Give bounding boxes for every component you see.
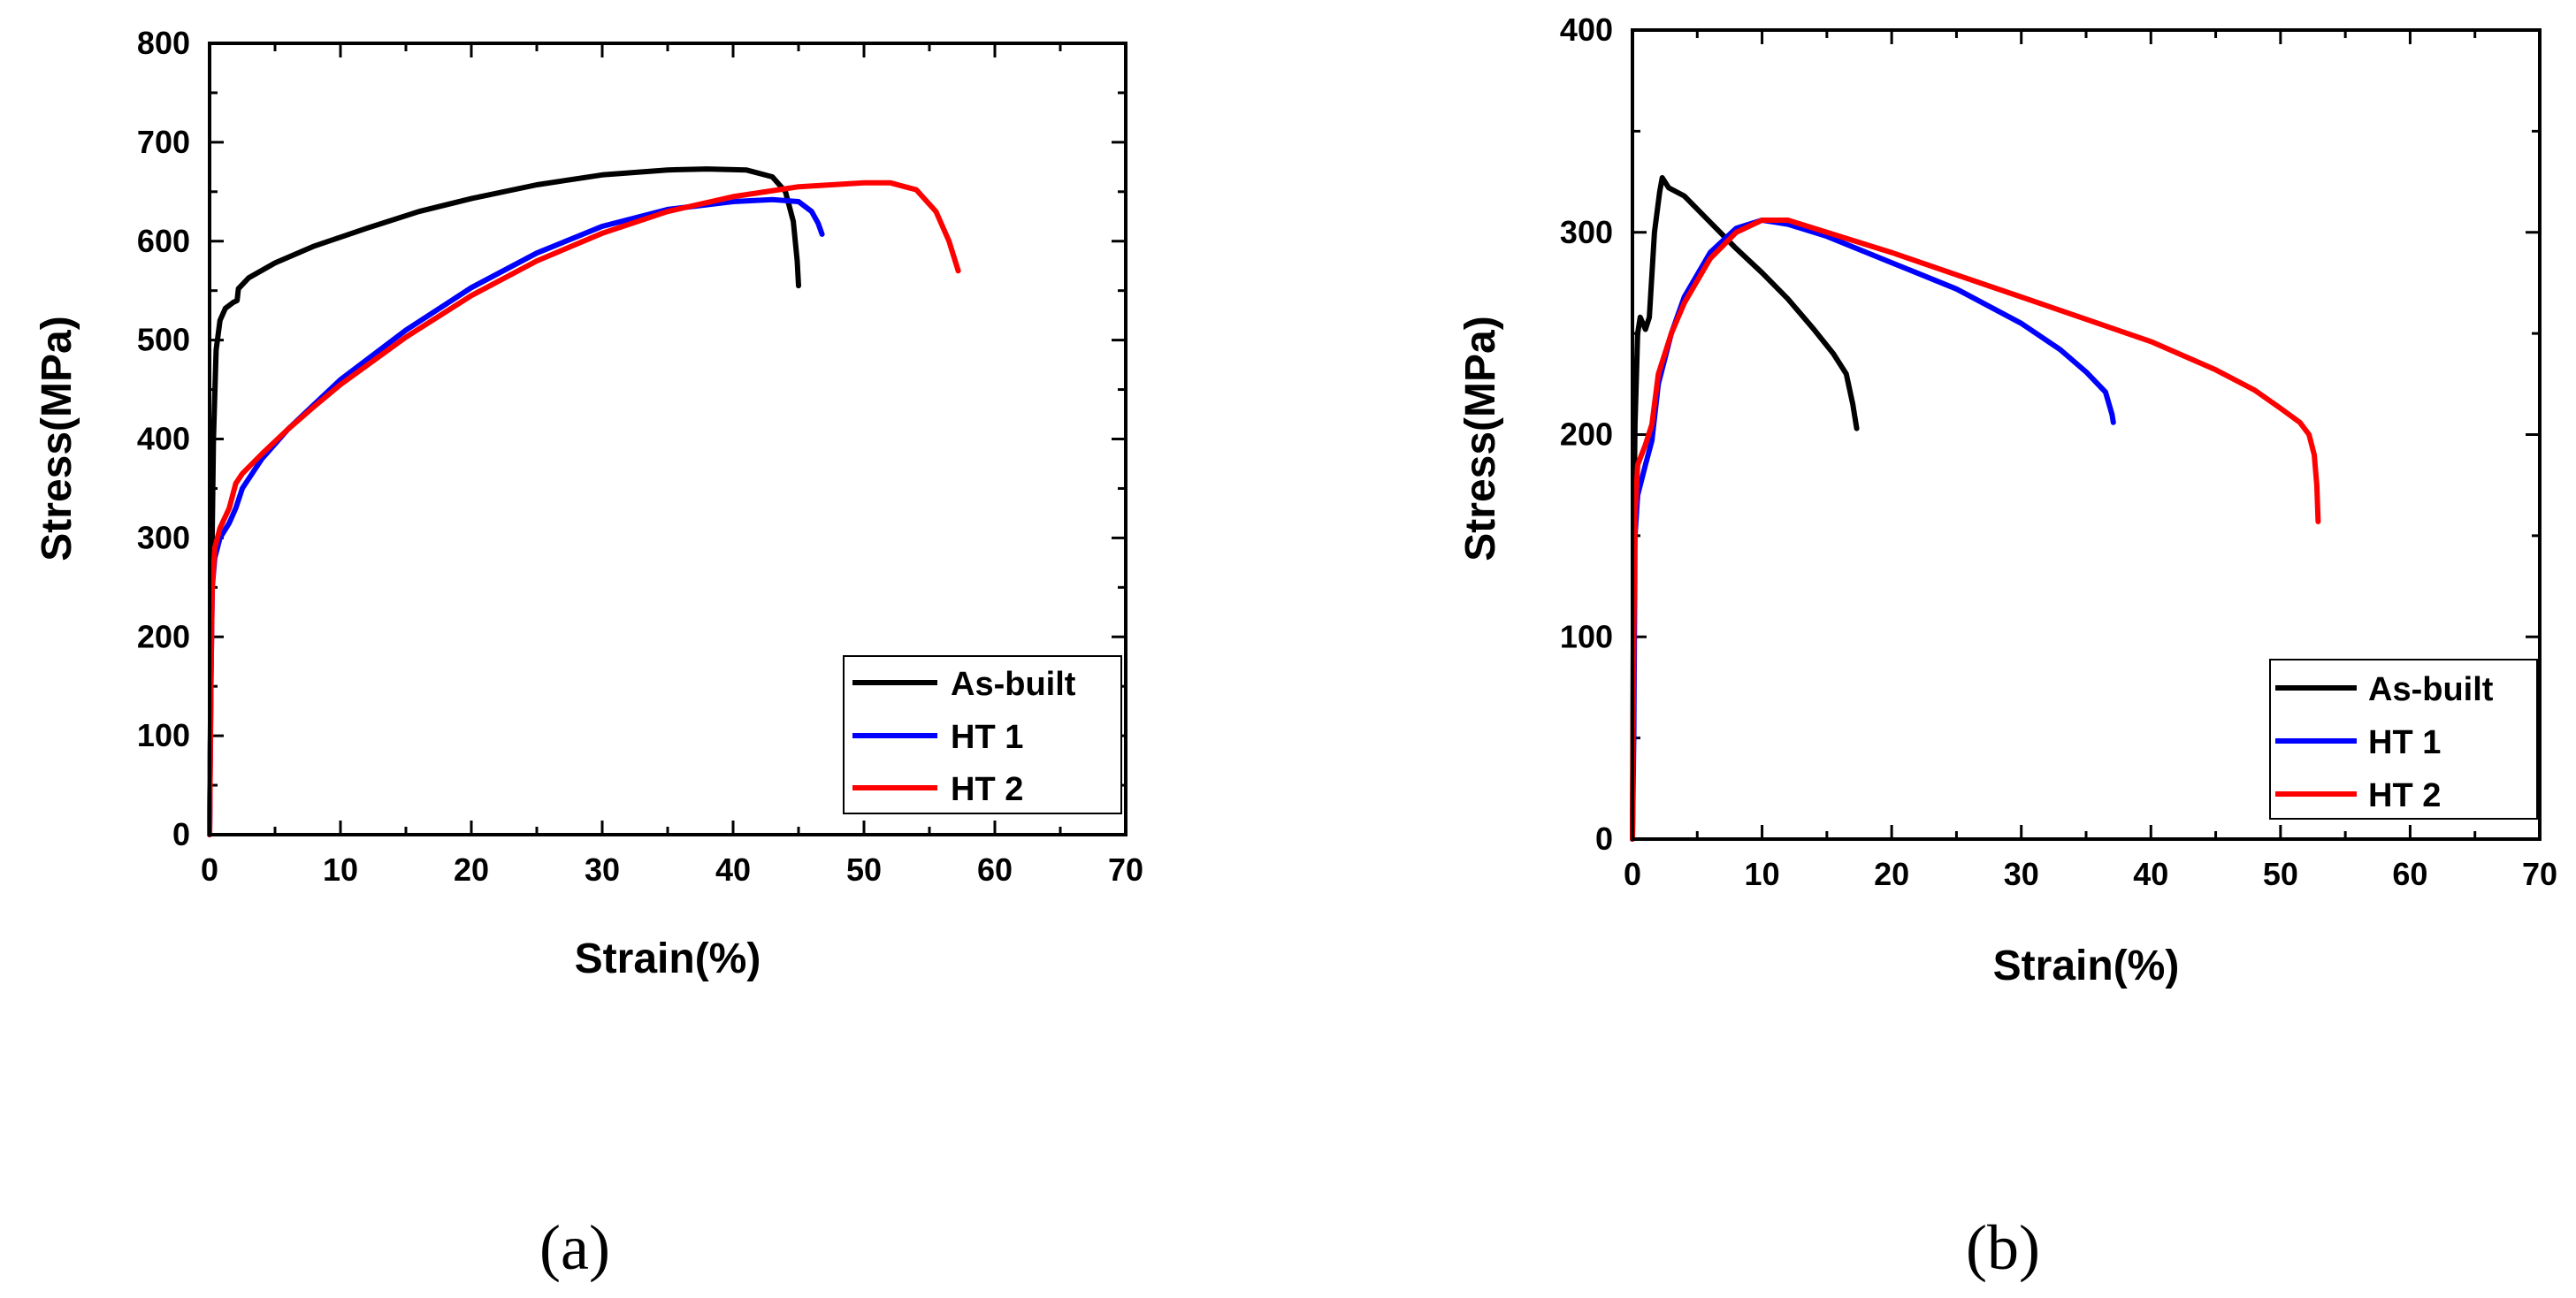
chart-a-xtick-label: 30 (585, 851, 620, 888)
chart-b-xtick-label: 50 (2263, 856, 2298, 892)
chart-a-xtick-label: 0 (201, 851, 218, 888)
chart-b-ylabel: Stress(MPa) (1457, 316, 1504, 561)
chart-a-ytick-label: 200 (137, 618, 190, 654)
chart-a-plot-frame (208, 42, 1127, 836)
chart-a-xlabel: Strain(%) (575, 935, 761, 982)
chart-b-ytick-label: 0 (1595, 821, 1613, 857)
chart-a-xtick-label: 60 (977, 851, 1013, 888)
chart-a-ytick-label: 400 (137, 421, 190, 457)
chart-b-series-as-built (1630, 175, 1860, 842)
chart-a-series-as-built (207, 166, 801, 837)
chart-a-ytick-label: 0 (172, 816, 190, 852)
chart-b-xtick-label: 30 (2004, 856, 2039, 892)
chart-a-xtick-label: 40 (715, 851, 751, 888)
chart-b-legend-label-as-built: As-built (2368, 671, 2494, 708)
chart-a-ytick-label: 300 (137, 519, 190, 555)
chart-a-series-ht-2 (207, 179, 961, 837)
chart-a-xtick-label: 10 (323, 851, 358, 888)
chart-b-legend-label-ht2: HT 2 (2368, 777, 2441, 814)
chart-a-legend-label-ht2: HT 2 (951, 771, 1023, 808)
chart-b-series-ht-2 (1630, 218, 2321, 842)
chart-b-xtick-label: 60 (2392, 856, 2427, 892)
chart-b-xtick-label: 20 (1874, 856, 1909, 892)
chart-b-ytick-label: 200 (1560, 416, 1613, 453)
chart-b-series-ht-1 (1630, 218, 2116, 842)
chart-b-xtick-label: 40 (2133, 856, 2168, 892)
chart-a-series-lines (207, 166, 961, 837)
chart-a-legend-label-as-built: As-built (951, 666, 1076, 703)
chart-b-plot-frame (1631, 28, 2542, 841)
chart-panel-b: 0 10 20 30 40 50 60 70 0 100 200 300 400 Strain(%) S… (1457, 11, 2557, 1283)
chart-a-xtick-label: 70 (1108, 851, 1143, 888)
chart-a-xtick-label: 50 (846, 851, 882, 888)
chart-a-xtick-label: 20 (454, 851, 489, 888)
chart-a-legend: As-built HT 1 HT 2 (843, 655, 1122, 814)
caption-b: (b) (1966, 1212, 2040, 1283)
chart-a-ytick-label: 500 (137, 322, 190, 358)
chart-b-xtick-label: 70 (2522, 856, 2557, 892)
chart-b-xtick-label: 10 (1745, 856, 1780, 892)
chart-a-series-ht-1 (207, 196, 825, 837)
chart-b-legend: As-built HT 1 HT 2 (2269, 659, 2538, 820)
chart-a-ylabel: Stress(MPa) (34, 316, 80, 561)
chart-b-xtick-label: 0 (1624, 856, 1641, 892)
chart-b-legend-label-ht1: HT 1 (2368, 724, 2441, 761)
chart-b-ytick-label: 300 (1560, 214, 1613, 250)
chart-b-tick-labels: 0 10 20 30 40 50 60 70 0 100 200 300 400 (1560, 11, 2557, 892)
chart-b-xlabel: Strain(%) (1993, 943, 2180, 989)
chart-a-legend-label-ht1: HT 1 (951, 719, 1023, 756)
chart-a-ytick-label: 100 (137, 717, 190, 753)
caption-a: (a) (539, 1212, 610, 1283)
chart-b-ytick-label: 400 (1560, 11, 1613, 48)
chart-a-ytick-label: 700 (137, 124, 190, 160)
chart-a-ytick-label: 800 (137, 25, 190, 61)
chart-b-series-lines (1630, 175, 2321, 842)
chart-a-ytick-label: 600 (137, 223, 190, 259)
chart-b-ytick-label: 100 (1560, 618, 1613, 654)
chart-panel-a: 0 10 20 30 40 50 60 700100200300400500600700800… (34, 25, 1143, 1283)
